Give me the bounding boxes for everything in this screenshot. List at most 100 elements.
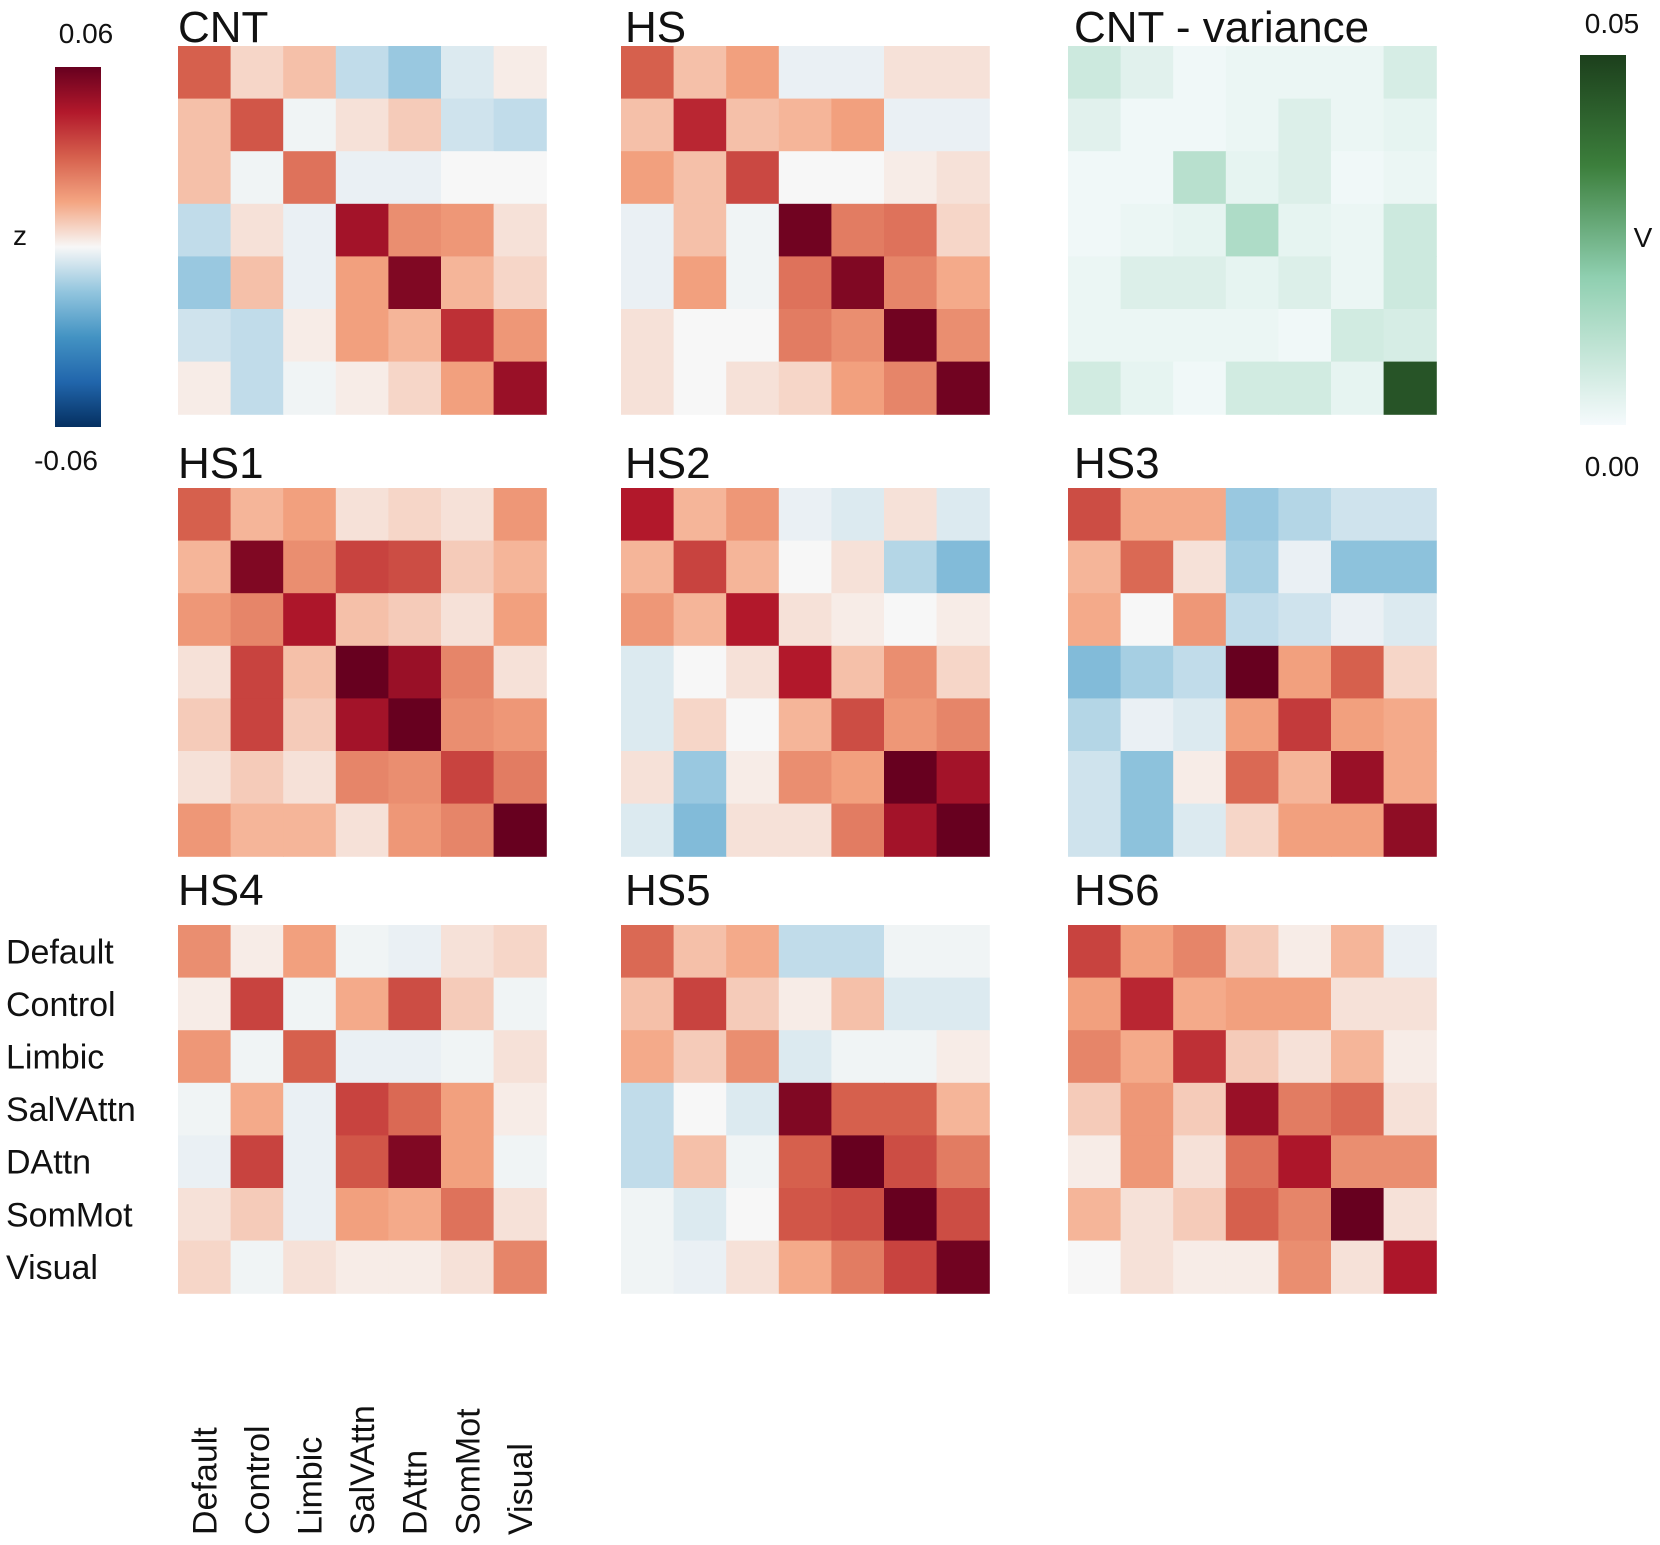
heatmap-cell (726, 1188, 780, 1242)
v-colorbar-gradient (1580, 55, 1626, 425)
heatmap-cell (884, 203, 938, 257)
heatmap-cell (1383, 540, 1437, 594)
heatmap-cell (1278, 1240, 1332, 1294)
heatmap-cell (778, 1240, 832, 1294)
heatmap-cell (1173, 751, 1227, 805)
heatmap-cell (831, 645, 885, 699)
row-label-dattn: DAttn (6, 1144, 91, 1182)
heatmap-cell (621, 1030, 675, 1084)
heatmap-cell (936, 1188, 990, 1242)
heatmap-cell (388, 593, 442, 647)
heatmap-cell (335, 803, 389, 857)
heatmap-cell (1068, 1135, 1122, 1189)
heatmap-cell (621, 925, 675, 979)
heatmap-cell (831, 488, 885, 542)
heatmap-cell (726, 46, 780, 100)
heatmap-cell (1331, 151, 1385, 205)
heatmap-cell (831, 46, 885, 100)
heatmap-cell (1120, 540, 1174, 594)
heatmap-cell (884, 256, 938, 310)
heatmap-cell (884, 698, 938, 752)
heatmap-cell (673, 1188, 727, 1242)
heatmap-cell (673, 540, 727, 594)
heatmap-cell (831, 925, 885, 979)
heatmap-cell (493, 803, 547, 857)
heatmap-cell (726, 256, 780, 310)
column-label-salvattn: SalVAttn (344, 1405, 382, 1535)
heatmap-cell (1278, 488, 1332, 542)
heatmap-cell (1383, 1030, 1437, 1084)
heatmap-cell (831, 751, 885, 805)
heatmap-cell (1068, 751, 1122, 805)
heatmap-cell (621, 1240, 675, 1294)
heatmap-cell (1225, 1188, 1279, 1242)
heatmap-cell (493, 203, 547, 257)
heatmap-cell (831, 803, 885, 857)
heatmap-cell (1225, 1082, 1279, 1136)
heatmap-cell (1173, 540, 1227, 594)
heatmap-cell (726, 1240, 780, 1294)
heatmap-cell (778, 925, 832, 979)
heatmap-cell (1278, 540, 1332, 594)
heatmap-cell (388, 977, 442, 1031)
heatmap-cell (884, 151, 938, 205)
heatmap-cell (831, 203, 885, 257)
heatmap-cell (388, 361, 442, 415)
heatmap-cell (673, 1135, 727, 1189)
heatmap-cell (283, 98, 337, 152)
heatmap-cell (778, 203, 832, 257)
heatmap-cell (1278, 645, 1332, 699)
heatmap-cell (1120, 256, 1174, 310)
heatmap-cell (1173, 977, 1227, 1031)
heatmap-cell (230, 488, 284, 542)
heatmap-cell (230, 98, 284, 152)
heatmap-cell (621, 151, 675, 205)
panel-hs1: HS1 (178, 439, 547, 857)
heatmap-cell (1383, 593, 1437, 647)
heatmap-cell (726, 151, 780, 205)
heatmap-cell (335, 1240, 389, 1294)
heatmap-cell (1068, 540, 1122, 594)
heatmap-cell (1331, 1082, 1385, 1136)
heatmap-cell (1120, 645, 1174, 699)
heatmap-cell (388, 803, 442, 857)
heatmap-cell (230, 540, 284, 594)
heatmap-cell (1173, 1030, 1227, 1084)
row-label-salvattn: SalVAttn (6, 1091, 136, 1129)
heatmap-cell (388, 698, 442, 752)
heatmap-cell (493, 540, 547, 594)
heatmap-cell (1331, 540, 1385, 594)
heatmap-cell (230, 46, 284, 100)
heatmap-cell (335, 1135, 389, 1189)
heatmap-cell (673, 361, 727, 415)
heatmap-cell (1278, 361, 1332, 415)
heatmap-cell (1120, 488, 1174, 542)
heatmap-cell (1225, 256, 1279, 310)
heatmap-cell (1225, 98, 1279, 152)
heatmap-cell (1068, 1030, 1122, 1084)
heatmap-cell (936, 925, 990, 979)
heatmap-cell (493, 593, 547, 647)
panel-title: CNT (178, 3, 268, 52)
panel-hs6: HS6 (1068, 866, 1437, 1294)
heatmap-cell (1068, 98, 1122, 152)
heatmap-cell (335, 977, 389, 1031)
heatmap-cell (1383, 46, 1437, 100)
heatmap-cell (493, 1188, 547, 1242)
panel-title: HS1 (178, 439, 264, 488)
heatmap-cell (230, 1240, 284, 1294)
heatmap-cell (493, 98, 547, 152)
z-colorbar-gradient (55, 67, 101, 427)
heatmap-cell (936, 1135, 990, 1189)
heatmap-cell (726, 361, 780, 415)
heatmap-cell (673, 488, 727, 542)
heatmap-cell (1068, 256, 1122, 310)
heatmap-cell (778, 1030, 832, 1084)
heatmap-cell (441, 309, 495, 363)
heatmap-cell (1173, 698, 1227, 752)
heatmap-cell (936, 151, 990, 205)
heatmap-cell (936, 1082, 990, 1136)
heatmap-cell (283, 309, 337, 363)
heatmap-cell (1068, 361, 1122, 415)
heatmap-cell (1331, 256, 1385, 310)
